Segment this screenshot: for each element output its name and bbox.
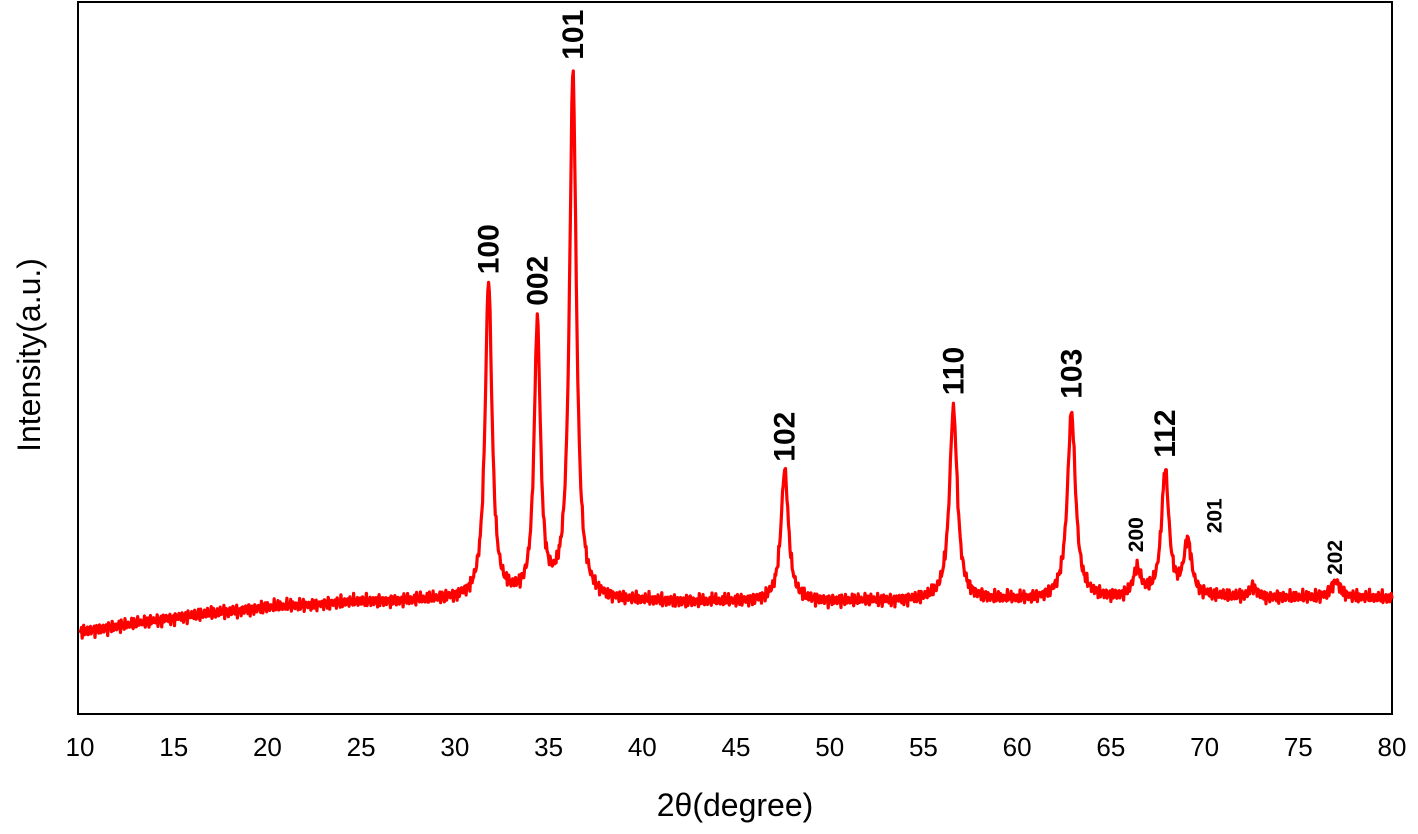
- x-tick-label: 45: [722, 732, 751, 762]
- peak-label-110: 110: [937, 347, 970, 395]
- peak-label-200: 200: [1125, 517, 1148, 552]
- x-tick-label: 65: [1096, 732, 1125, 762]
- peak-label-112: 112: [1149, 409, 1182, 457]
- x-tick-label: 35: [534, 732, 563, 762]
- peak-label-103: 103: [1056, 349, 1089, 399]
- x-tick-label: 15: [159, 732, 188, 762]
- peak-label-100: 100: [473, 224, 506, 274]
- x-tick-label: 80: [1378, 732, 1407, 762]
- y-axis-title: Intensity(a.u.): [11, 258, 47, 452]
- peak-label-202: 202: [1324, 540, 1347, 575]
- x-tick-label: 55: [909, 732, 938, 762]
- peak-labels: 100 002 101 102 110 103 200 112 201 202: [473, 10, 1347, 575]
- x-tick-label: 75: [1284, 732, 1313, 762]
- peak-label-102: 102: [769, 412, 802, 462]
- x-tick-label: 40: [628, 732, 657, 762]
- x-axis-ticks: 10 15 20 25 30 35 40 45 50 55 60 65 70 75 80: [66, 732, 1407, 762]
- x-tick-label: 10: [66, 732, 95, 762]
- x-tick-label: 20: [253, 732, 282, 762]
- x-tick-label: 60: [1003, 732, 1032, 762]
- x-tick-label: 30: [440, 732, 469, 762]
- x-tick-label: 25: [347, 732, 376, 762]
- series-line: [78, 69, 1394, 640]
- peak-label-201: 201: [1204, 498, 1227, 533]
- x-tick-label: 70: [1190, 732, 1219, 762]
- plot-frame: [77, 1, 1393, 715]
- x-axis-title: 2θ(degree): [657, 787, 814, 823]
- peak-label-002: 002: [521, 256, 554, 306]
- x-tick-label: 50: [815, 732, 844, 762]
- peak-label-101: 101: [557, 10, 590, 60]
